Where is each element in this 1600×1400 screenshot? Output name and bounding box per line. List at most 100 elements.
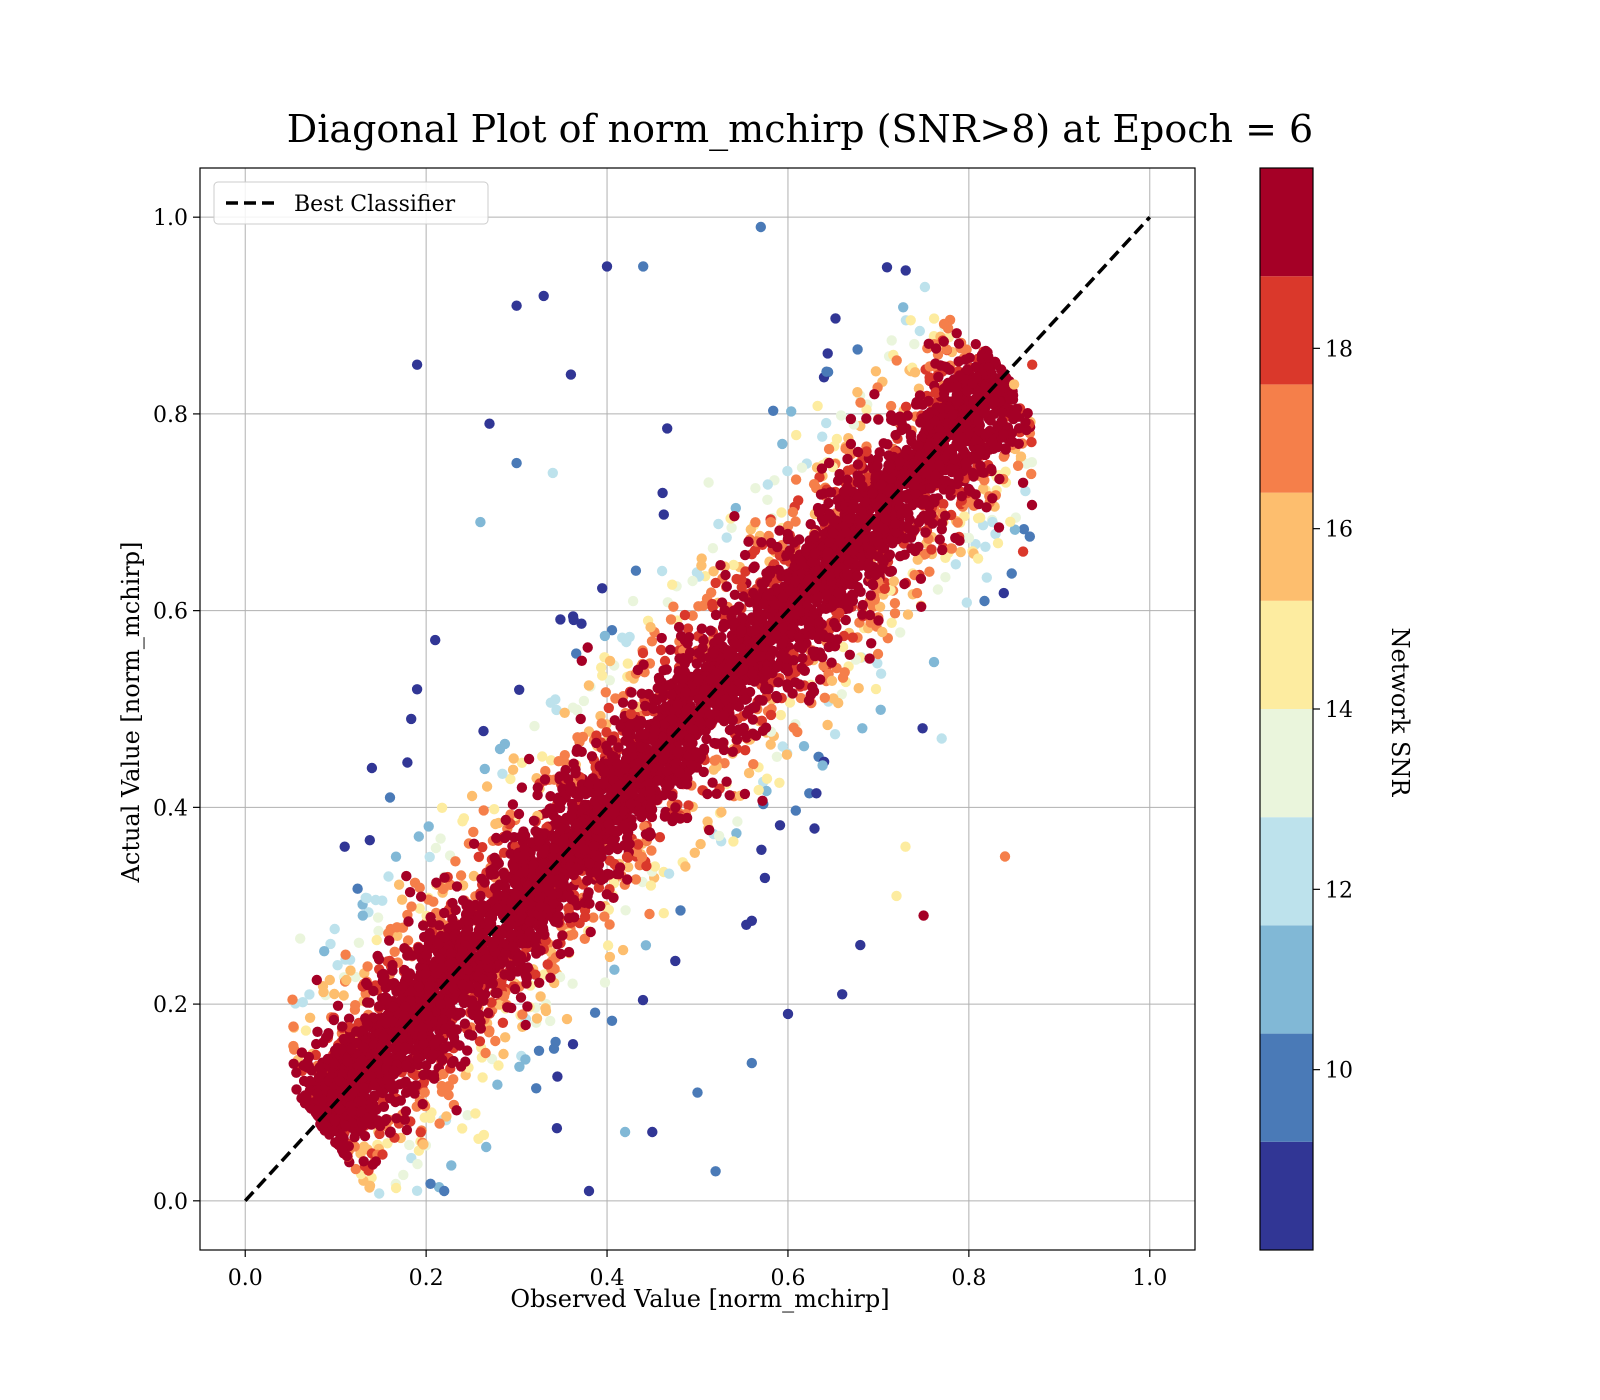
scatter-point	[571, 648, 582, 659]
scatter-point	[994, 473, 1005, 485]
scatter-point	[396, 894, 408, 905]
scatter-point	[981, 502, 992, 513]
scatter-point	[610, 693, 621, 704]
scatter-point	[678, 655, 689, 666]
scatter-point	[762, 479, 773, 490]
scatter-point	[1009, 524, 1021, 535]
scatter-point	[645, 622, 656, 633]
scatter-point	[599, 977, 611, 988]
scatter-point	[523, 753, 535, 765]
scatter-point	[706, 587, 717, 598]
scatter-point	[839, 667, 850, 678]
scatter-point	[757, 795, 768, 806]
scatter-point	[548, 1043, 560, 1054]
scatter-point	[781, 550, 792, 561]
scatter-point	[796, 462, 808, 473]
scatter-point	[617, 944, 629, 956]
scatter-point	[1026, 468, 1037, 480]
scatter-point	[583, 680, 595, 691]
scatter-point	[750, 483, 761, 494]
scatter-point	[817, 760, 828, 771]
scatter-point	[430, 842, 442, 854]
scatter-point	[630, 565, 642, 576]
scatter-point	[353, 937, 365, 948]
scatter-point	[753, 784, 764, 796]
scatter-point	[382, 1138, 393, 1149]
scatter-point	[389, 946, 400, 957]
scatter-point	[867, 579, 879, 591]
scatter-point	[782, 520, 794, 532]
scatter-point	[441, 1111, 452, 1122]
scatter-point	[319, 946, 330, 957]
scatter-point	[582, 642, 593, 653]
scatter-point	[713, 518, 724, 530]
scatter-point	[637, 994, 649, 1006]
scatter-point	[889, 608, 901, 619]
scatter-point	[596, 874, 607, 886]
scatter-point	[934, 534, 945, 545]
scatter-point	[919, 281, 931, 293]
scatter-point	[457, 1123, 468, 1134]
scatter-point	[325, 938, 336, 950]
scatter-point	[938, 318, 950, 330]
scatter-point	[861, 446, 872, 457]
scatter-point	[1000, 443, 1011, 454]
scatter-point	[329, 988, 340, 1000]
scatter-point	[930, 387, 941, 399]
scatter-point	[873, 414, 884, 425]
scatter-point	[829, 729, 841, 740]
scatter-point	[413, 1053, 424, 1064]
scatter-point	[667, 579, 678, 590]
scatter-point	[450, 856, 461, 867]
scatter-point	[682, 638, 693, 649]
scatter-point	[564, 930, 576, 941]
scatter-point	[830, 313, 841, 324]
scatter-point	[782, 465, 793, 477]
scatter-point	[811, 788, 822, 799]
scatter-point	[900, 401, 912, 412]
scatter-point	[632, 839, 644, 850]
scatter-point	[522, 1001, 533, 1012]
scatter-point	[318, 986, 329, 998]
scatter-point	[371, 934, 382, 946]
scatter-point	[836, 689, 847, 700]
scatter-point	[468, 826, 479, 838]
scatter-point	[372, 912, 384, 923]
scatter-point	[617, 806, 628, 817]
scatter-point	[572, 732, 583, 743]
scatter-point	[419, 1087, 430, 1098]
scatter-point	[415, 1127, 426, 1138]
scatter-point	[920, 527, 931, 538]
scatter-point	[288, 1058, 299, 1070]
scatter-point	[489, 804, 500, 815]
scatter-point	[924, 372, 935, 383]
scatter-point	[852, 581, 864, 593]
scatter-point	[551, 704, 562, 716]
scatter-point	[659, 655, 671, 667]
scatter-point	[737, 612, 748, 623]
scatter-point	[362, 961, 373, 972]
scatter-point	[756, 651, 767, 662]
scatter-point	[698, 600, 709, 611]
scatter-point	[423, 821, 434, 832]
scatter-point	[364, 1180, 376, 1192]
scatter-point	[812, 400, 823, 412]
scatter-point	[414, 903, 425, 914]
scatter-point	[687, 610, 698, 621]
scatter-point	[338, 990, 349, 1001]
scatter-point	[621, 851, 633, 863]
scatter-point	[941, 344, 952, 355]
scatter-point	[784, 697, 796, 708]
scatter-point	[845, 413, 857, 425]
scatter-point	[689, 847, 700, 858]
scatter-point	[937, 544, 948, 556]
scatter-point	[748, 759, 759, 770]
scatter-point	[399, 965, 410, 976]
scatter-point	[886, 565, 898, 577]
scatter-point	[545, 697, 556, 708]
scatter-point	[522, 962, 533, 973]
scatter-point	[762, 494, 773, 505]
scatter-point	[1020, 485, 1031, 497]
scatter-point	[532, 782, 543, 793]
scatter-point	[418, 1077, 429, 1088]
